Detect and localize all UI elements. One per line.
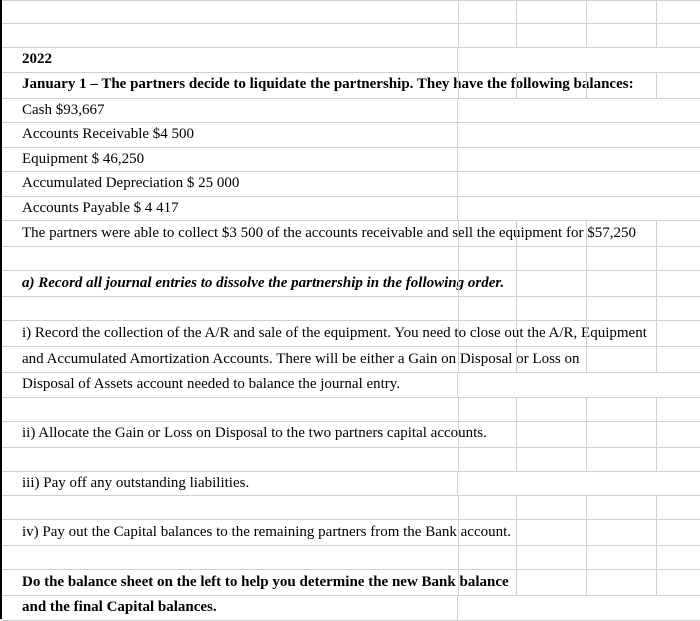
table-row bbox=[2, 496, 700, 520]
table-row: i) Record the collection of the A/R and … bbox=[2, 321, 700, 347]
section-a-cell: a) Record all journal entries to dissolv… bbox=[2, 272, 700, 296]
footer-l2-cell: and the final Capital balances. bbox=[2, 596, 458, 620]
spreadsheet-region: 2022 January 1 – The partners decide to … bbox=[0, 0, 700, 619]
table-row bbox=[2, 247, 700, 271]
table-row: and the final Capital balances. bbox=[2, 596, 700, 621]
step-iii-cell: iii) Pay off any outstanding liabilities… bbox=[2, 472, 458, 496]
table-row: Accumulated Depreciation $ 25 000 bbox=[2, 172, 700, 197]
table-row: Accounts Receivable $4 500 bbox=[2, 123, 700, 148]
equipment-cell: Equipment $ 46,250 bbox=[2, 148, 458, 172]
table-row bbox=[2, 398, 700, 422]
empty-cell bbox=[2, 457, 700, 461]
table-row bbox=[2, 0, 700, 24]
empty-cell bbox=[2, 34, 700, 38]
table-row: Disposal of Assets account needed to bal… bbox=[2, 373, 700, 398]
cash-cell: Cash $93,667 bbox=[2, 99, 458, 123]
table-row: and Accumulated Amortization Accounts. T… bbox=[2, 347, 700, 373]
table-row: ii) Allocate the Gain or Loss on Disposa… bbox=[2, 422, 700, 448]
heading-cell: January 1 – The partners decide to liqui… bbox=[2, 73, 700, 97]
step-ii-cell: ii) Allocate the Gain or Loss on Disposa… bbox=[2, 422, 700, 446]
table-row: 2022 bbox=[2, 48, 700, 73]
table-row: Equipment $ 46,250 bbox=[2, 148, 700, 173]
step-i-l3-cell: Disposal of Assets account needed to bal… bbox=[2, 373, 458, 397]
table-row bbox=[2, 546, 700, 570]
empty-cell bbox=[2, 257, 700, 261]
table-row: Cash $93,667 bbox=[2, 99, 700, 124]
accum-dep-cell: Accumulated Depreciation $ 25 000 bbox=[2, 172, 458, 196]
year-cell: 2022 bbox=[2, 48, 458, 72]
table-row: Accounts Payable $ 4 417 bbox=[2, 197, 700, 222]
step-i-l1-cell: i) Record the collection of the A/R and … bbox=[2, 322, 700, 346]
table-row: iv) Pay out the Capital balances to the … bbox=[2, 520, 700, 546]
footer-l1-cell: Do the balance sheet on the left to help… bbox=[2, 571, 700, 595]
empty-cell bbox=[2, 307, 700, 311]
table-row: The partners were able to collect $3 500… bbox=[2, 221, 700, 247]
empty-cell bbox=[2, 10, 700, 14]
table-row: Do the balance sheet on the left to help… bbox=[2, 570, 700, 596]
empty-cell bbox=[2, 407, 700, 411]
ar-cell: Accounts Receivable $4 500 bbox=[2, 123, 458, 147]
empty-cell bbox=[2, 506, 700, 510]
table-row bbox=[2, 297, 700, 321]
table-row: iii) Pay off any outstanding liabilities… bbox=[2, 472, 700, 497]
step-iv-cell: iv) Pay out the Capital balances to the … bbox=[2, 521, 700, 545]
empty-cell bbox=[2, 556, 700, 560]
table-row: January 1 – The partners decide to liqui… bbox=[2, 73, 700, 99]
table-row bbox=[2, 24, 700, 48]
table-row bbox=[2, 448, 700, 472]
ap-cell: Accounts Payable $ 4 417 bbox=[2, 197, 458, 221]
collect-cell: The partners were able to collect $3 500… bbox=[2, 222, 700, 246]
table-row: a) Record all journal entries to dissolv… bbox=[2, 271, 700, 297]
step-i-l2-cell: and Accumulated Amortization Accounts. T… bbox=[2, 348, 700, 372]
